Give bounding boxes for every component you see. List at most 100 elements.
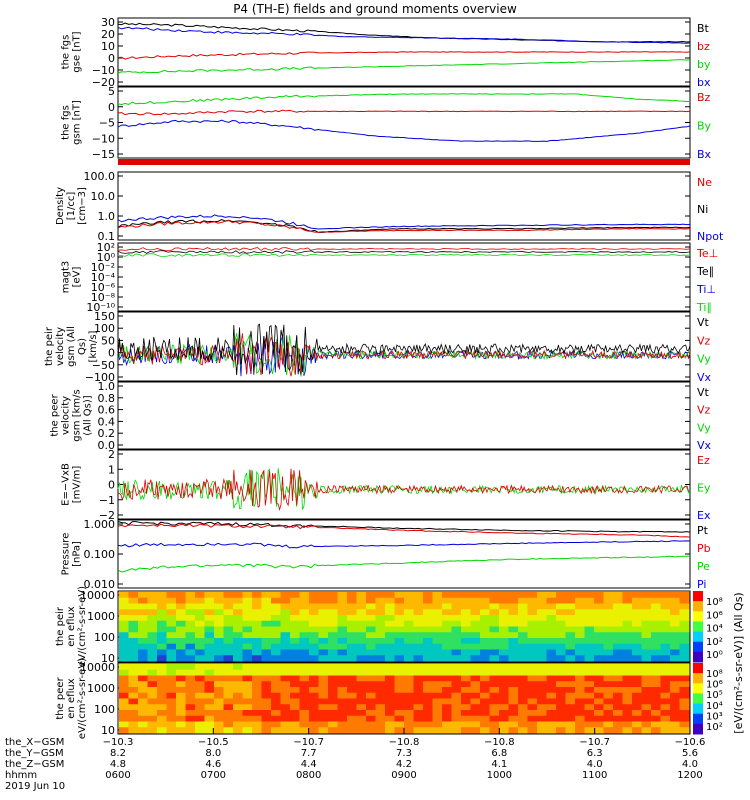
heatmap-cell: [603, 669, 614, 676]
heatmap-cell: [584, 626, 595, 633]
heatmap-cell: [366, 592, 376, 599]
heatmap-cell: [337, 698, 348, 705]
y-axis-label-line: E=−VxB: [61, 463, 72, 506]
heatmap-cell: [518, 715, 528, 722]
heatmap-cell: [128, 592, 139, 599]
heatmap-cell: [157, 615, 167, 622]
heatmap-cell: [556, 632, 566, 639]
heatmap-cell: [432, 620, 443, 627]
heatmap-cell: [565, 704, 576, 711]
heatmap-cell: [242, 655, 253, 662]
heatmap-cell: [185, 721, 196, 728]
heatmap-cell: [594, 592, 604, 599]
heatmap-cell: [195, 597, 205, 604]
heatmap-cell: [575, 620, 585, 627]
heatmap-cell: [157, 710, 167, 717]
heatmap-cell: [290, 675, 300, 682]
heatmap-cell: [622, 626, 633, 633]
heatmap-cell: [166, 638, 177, 645]
heatmap-cell: [138, 675, 148, 682]
heatmap-cell: [442, 620, 452, 627]
heatmap-cell: [565, 698, 576, 705]
heatmap-cell: [660, 704, 671, 711]
heatmap-cell: [147, 615, 158, 622]
time-row-value: 0600: [105, 770, 130, 781]
heatmap-cell: [622, 704, 633, 711]
heatmap-cell: [470, 626, 481, 633]
heatmap-cell: [242, 698, 253, 705]
heatmap-cell: [632, 638, 642, 645]
heatmap-cell: [394, 649, 405, 656]
heatmap-cell: [641, 675, 652, 682]
heatmap-cell: [138, 687, 148, 694]
heatmap-cell: [347, 721, 357, 728]
series-blue: [117, 334, 691, 377]
heatmap-cell: [119, 704, 129, 711]
heatmap-cell: [261, 721, 272, 728]
heatmap-cell: [499, 721, 509, 728]
heatmap-cell: [119, 603, 129, 610]
heatmap-cell: [584, 592, 595, 599]
heatmap-cell: [394, 632, 405, 639]
heatmap-cell: [565, 592, 576, 599]
heatmap-cell: [271, 632, 281, 639]
heatmap-cell: [670, 638, 680, 645]
heatmap-cell: [404, 632, 414, 639]
y-tick-label: 2: [108, 448, 115, 461]
y-tick-label: 10⁻²: [91, 261, 115, 274]
heatmap-cell: [185, 649, 196, 656]
heatmap-cell: [470, 681, 481, 688]
heatmap-cell: [613, 710, 623, 717]
heatmap-cell: [679, 698, 690, 705]
heatmap-cell: [204, 715, 215, 722]
heatmap-cell: [470, 721, 481, 728]
heatmap-cell: [138, 592, 148, 599]
heatmap-cell: [423, 620, 433, 627]
heatmap-cell: [546, 609, 557, 616]
heatmap-cell: [537, 603, 547, 610]
heatmap-cell: [641, 597, 652, 604]
legend-ez: Ez: [697, 454, 710, 467]
heatmap-cell: [537, 727, 547, 734]
heatmap-cell: [499, 704, 509, 711]
heatmap-cell: [375, 704, 386, 711]
heatmap-cell: [518, 687, 528, 694]
heatmap-cell: [195, 632, 205, 639]
heatmap-cell: [556, 669, 566, 676]
heatmap-cell: [252, 664, 262, 671]
legend-vz: Vz: [697, 334, 711, 347]
heatmap-cell: [622, 675, 633, 682]
heatmap-cell: [318, 620, 329, 627]
heatmap-cell: [575, 687, 585, 694]
heatmap-cell: [603, 704, 614, 711]
heatmap-cell: [679, 638, 690, 645]
heatmap-cell: [204, 704, 215, 711]
heatmap-cell: [366, 603, 376, 610]
heatmap-cell: [290, 655, 300, 662]
heatmap-cell: [271, 626, 281, 633]
heatmap-cell: [176, 649, 186, 656]
heatmap-cell: [214, 704, 224, 711]
heatmap-cell: [413, 681, 424, 688]
heatmap-cell: [157, 664, 167, 671]
heatmap-cell: [347, 615, 357, 622]
heatmap-cell: [157, 721, 167, 728]
heatmap-cell: [575, 638, 585, 645]
heatmap-cell: [328, 603, 338, 610]
heatmap-cell: [147, 626, 158, 633]
heatmap-cell: [242, 626, 253, 633]
heatmap-cell: [546, 632, 557, 639]
heatmap-cell: [242, 715, 253, 722]
heatmap-cell: [309, 592, 319, 599]
heatmap-cell: [432, 664, 443, 671]
heatmap-cell: [385, 597, 395, 604]
heatmap-cell: [138, 643, 148, 650]
series-bz: [117, 51, 691, 60]
heatmap-cell: [318, 615, 329, 622]
heatmap-cell: [556, 609, 566, 616]
heatmap-cell: [252, 655, 262, 662]
heatmap-cell: [328, 626, 338, 633]
heatmap-cell: [651, 632, 661, 639]
heatmap-cell: [119, 664, 129, 671]
heatmap-cell: [451, 687, 462, 694]
